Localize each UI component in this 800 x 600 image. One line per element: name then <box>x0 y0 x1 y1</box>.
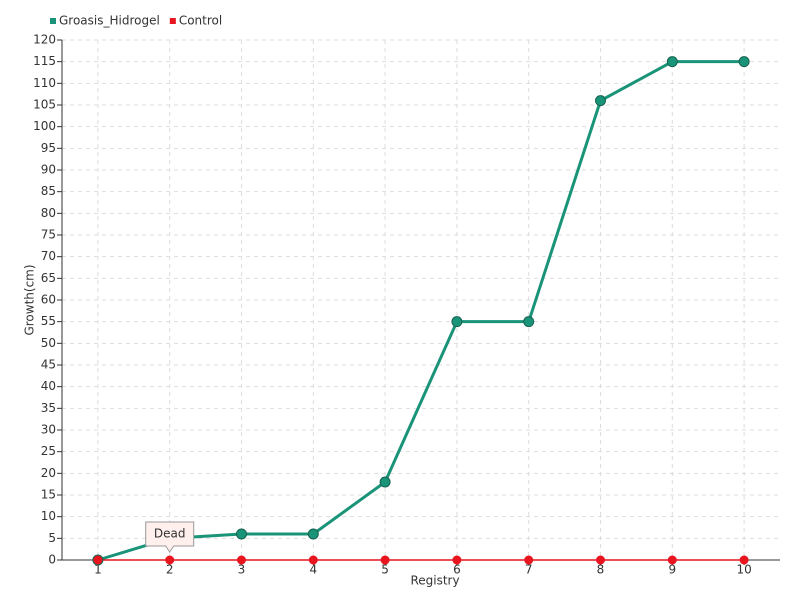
y-tick-label: 60 <box>41 293 56 307</box>
point <box>739 555 749 565</box>
point <box>165 555 175 565</box>
y-tick-label: 80 <box>41 206 56 220</box>
x-tick-label: 6 <box>453 563 461 577</box>
y-tick-label: 65 <box>41 271 56 285</box>
x-tick-label: 3 <box>238 563 246 577</box>
x-tick-label: 9 <box>668 563 676 577</box>
legend-swatch <box>50 18 56 24</box>
y-tick-label: 85 <box>41 184 56 198</box>
y-tick-label: 10 <box>41 509 56 523</box>
point <box>666 56 678 68</box>
point <box>237 555 246 565</box>
point <box>667 555 677 565</box>
point <box>379 476 391 488</box>
point <box>595 95 606 107</box>
point <box>308 555 318 565</box>
y-tick-label: 40 <box>41 379 56 393</box>
point <box>451 316 463 328</box>
x-tick-label: 10 <box>736 563 751 577</box>
point <box>596 555 605 565</box>
point <box>452 555 462 565</box>
x-tick-label: 8 <box>597 563 605 577</box>
y-tick-label: 75 <box>41 228 56 242</box>
point <box>93 555 103 565</box>
y-tick-label: 5 <box>48 531 56 545</box>
x-tick-label: 7 <box>525 563 533 577</box>
x-tick-label: 2 <box>166 563 174 577</box>
legend-label: Control <box>179 14 222 28</box>
point <box>524 555 534 565</box>
y-tick-label: 70 <box>41 249 56 263</box>
y-tick-label: 105 <box>33 98 56 112</box>
y-tick-label: 115 <box>33 54 56 68</box>
series-line <box>97 60 745 562</box>
x-tick-label: 1 <box>94 563 102 577</box>
annotation: Dead <box>154 527 186 541</box>
x-axis-label: Registry <box>410 574 459 588</box>
point <box>738 56 750 68</box>
legend-swatch <box>169 18 176 24</box>
y-tick-label: 0 <box>48 553 56 567</box>
legend-label: Groasis_Hidrogel <box>59 14 160 28</box>
y-tick-label: 45 <box>41 358 56 372</box>
y-tick-label: 120 <box>33 33 56 47</box>
point <box>380 555 390 565</box>
y-tick-label: 55 <box>41 314 56 328</box>
y-tick-label: 30 <box>41 423 56 437</box>
annotation-box <box>145 521 195 553</box>
x-tick-label: 4 <box>309 563 317 577</box>
point <box>236 528 247 540</box>
point <box>523 316 535 328</box>
y-tick-label: 25 <box>41 444 56 458</box>
y-tick-label: 20 <box>41 466 56 480</box>
x-tick-label: 5 <box>381 563 389 577</box>
y-tick-label: 90 <box>41 163 56 177</box>
point <box>307 528 319 540</box>
y-tick-label: 15 <box>41 488 56 502</box>
y-tick-label: 110 <box>33 76 56 90</box>
y-tick-label: 100 <box>33 119 56 133</box>
y-tick-label: 35 <box>41 401 56 415</box>
y-tick-label: 50 <box>41 336 56 350</box>
y-axis-label: Growth(cm) <box>23 264 37 335</box>
y-tick-label: 95 <box>41 141 56 155</box>
